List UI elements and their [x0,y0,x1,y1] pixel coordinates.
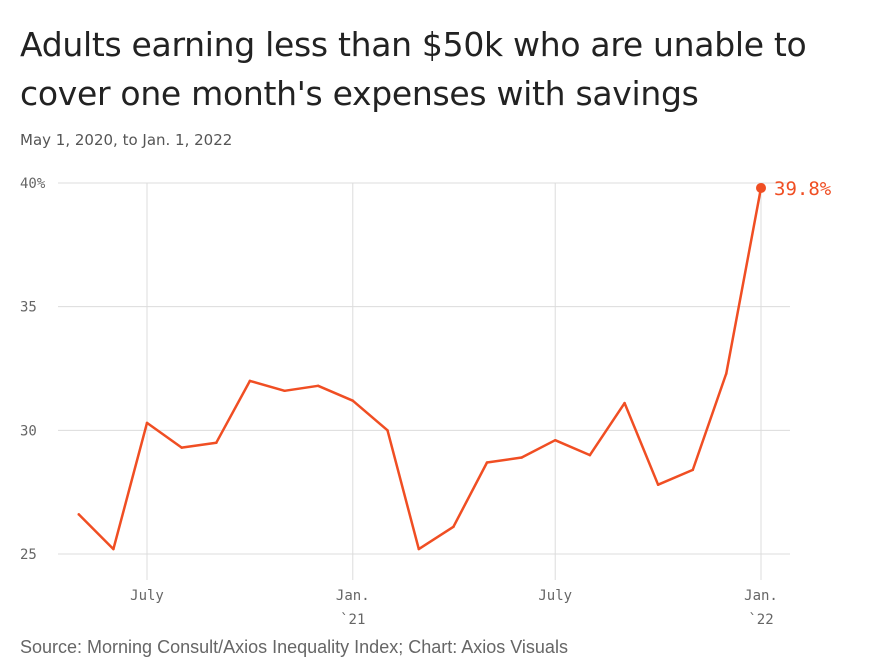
chart-source: Source: Morning Consult/Axios Inequality… [20,637,568,657]
y-tick-label: 35 [20,300,37,316]
x-tick-sublabel: `22 [748,612,773,628]
x-tick-label: Jan. [744,588,778,604]
series-line [77,186,763,551]
y-tick-label: 30 [20,423,37,439]
data-point [553,438,557,442]
data-point [215,441,218,444]
data-point [386,429,389,432]
y-tick-label: 25 [20,547,37,563]
data-point [656,483,660,486]
y-axis: 40% 35 30 25 [20,176,46,563]
end-value-label: 39.8% [774,178,832,200]
data-point [485,461,489,464]
x-axis: July Jan. `21 July Jan. `22 [130,588,778,628]
end-point-marker [756,182,766,193]
x-tick-label: July [538,588,572,604]
y-tick-label: 40% [20,176,46,192]
data-point [725,372,728,375]
y-gridlines [58,182,790,555]
data-point [520,456,523,459]
data-point [623,401,626,405]
x-tick-label: Jan. [336,588,370,604]
data-point [77,513,81,516]
data-point [248,379,252,383]
data-point [417,547,421,551]
chart-subtitle: May 1, 2020, to Jan. 1, 2022 [20,131,233,149]
series-group [77,186,763,551]
data-point [316,384,320,388]
data-point [145,421,149,425]
chart-title: Adults earning less than $50k who are un… [20,25,807,113]
data-point [112,547,115,551]
x-gridlines [146,183,762,580]
data-point [452,525,455,529]
data-point [691,468,695,472]
data-point [588,453,592,457]
x-tick-label: July [130,588,164,604]
data-point [351,399,355,402]
data-point [283,389,286,393]
x-tick-sublabel: `21 [340,612,365,628]
data-point [180,446,183,449]
annotation-group: 39.8% [756,178,832,200]
